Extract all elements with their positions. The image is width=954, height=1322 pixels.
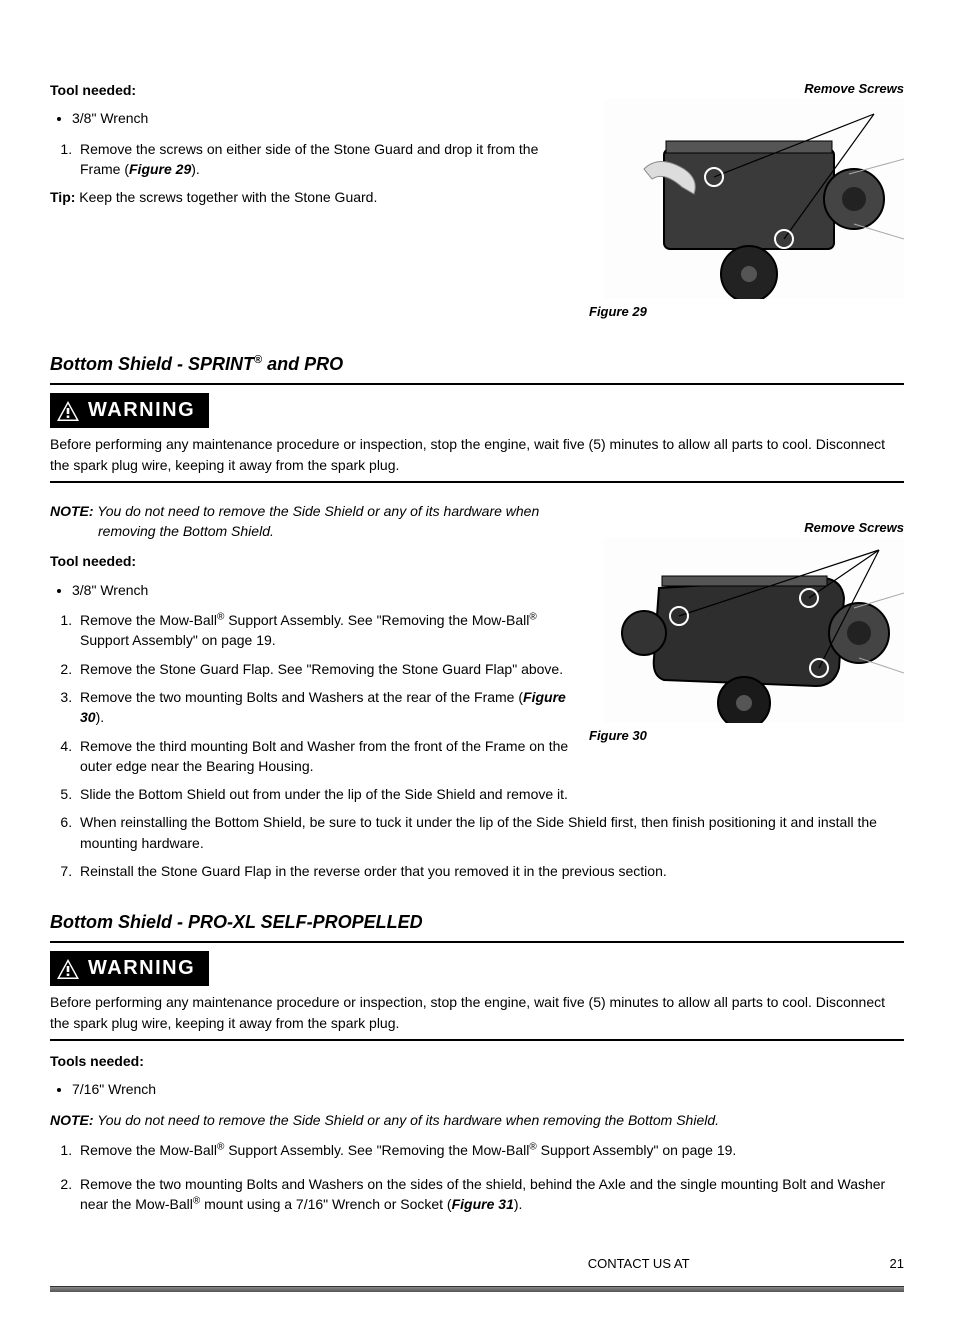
section-heading-sprint-pro: Bottom Shield - SPRINT® and PRO xyxy=(50,351,904,377)
divider-rule xyxy=(50,383,904,385)
note-body-line1: You do not need to remove the Side Shiel… xyxy=(94,503,540,519)
step-item: Remove the third mounting Bolt and Washe… xyxy=(76,736,569,777)
divider-rule xyxy=(50,1039,904,1041)
remove-screws-label-2: Remove Screws xyxy=(589,519,904,538)
steps-list-2: Remove the Mow-Ball® Support Assembly. S… xyxy=(76,610,569,776)
tip-text: Keep the screws together with the Stone … xyxy=(75,189,377,205)
steps-list-1: Remove the screws on either side of the … xyxy=(76,139,569,180)
footer-rule xyxy=(50,1286,904,1292)
figure-30-image xyxy=(604,538,904,723)
page-footer: CONTACT US AT 21 xyxy=(50,1255,904,1274)
tip-label: Tip: xyxy=(50,189,75,205)
note-block-2: NOTE: You do not need to remove the Side… xyxy=(50,1110,904,1130)
section-heading-proxl: Bottom Shield - PRO-XL SELF-PROPELLED xyxy=(50,909,904,935)
figure-ref: Figure 30 xyxy=(80,689,566,725)
step-item: Reinstall the Stone Guard Flap in the re… xyxy=(76,861,904,881)
tool-needed-heading-1: Tool needed: xyxy=(50,80,569,100)
heading-prefix: Bottom Shield - SPRINT xyxy=(50,354,254,374)
divider-rule xyxy=(50,481,904,483)
page-number: 21 xyxy=(890,1255,904,1274)
warning-badge-2: WARNING xyxy=(50,951,209,986)
figure-29-caption: Figure 29 xyxy=(589,304,647,319)
note-body: You do not need to remove the Side Shiel… xyxy=(94,1112,719,1128)
figure-ref: Figure 31 xyxy=(452,1196,514,1212)
step-item: Remove the screws on either side of the … xyxy=(76,139,569,180)
warning-label-text: WARNING xyxy=(88,954,195,983)
tool-list-3: 7/16" Wrench xyxy=(72,1079,904,1099)
step-item: Slide the Bottom Shield out from under t… xyxy=(76,784,904,804)
note-label: NOTE: xyxy=(50,503,94,519)
steps-list-2-cont: Slide the Bottom Shield out from under t… xyxy=(76,784,904,881)
warning-triangle-icon xyxy=(56,400,80,422)
tool-needed-heading-2: Tool needed: xyxy=(50,551,569,571)
note-label: NOTE: xyxy=(50,1112,94,1128)
warning-text-2: Before performing any maintenance proced… xyxy=(50,992,904,1033)
note-body-line2: removing the Bottom Shield. xyxy=(98,521,569,541)
step-item: Remove the Stone Guard Flap. See "Removi… xyxy=(76,659,569,679)
divider-rule xyxy=(50,941,904,943)
tool-list-1: 3/8" Wrench xyxy=(72,108,569,128)
remove-screws-label-1: Remove Screws xyxy=(589,80,904,99)
step-item: When reinstalling the Bottom Shield, be … xyxy=(76,812,904,853)
tool-item: 3/8" Wrench xyxy=(72,108,569,128)
tools-needed-heading-3: Tools needed: xyxy=(50,1051,904,1071)
tip-line: Tip: Keep the screws together with the S… xyxy=(50,187,569,207)
tool-list-2: 3/8" Wrench xyxy=(72,580,569,600)
warning-text-1: Before performing any maintenance proced… xyxy=(50,434,904,475)
note-block-1: NOTE: You do not need to remove the Side… xyxy=(50,501,569,542)
tool-item: 3/8" Wrench xyxy=(72,580,569,600)
steps-list-3: Remove the Mow-Ball® Support Assembly. S… xyxy=(76,1140,904,1215)
step-item: Remove the Mow-Ball® Support Assembly. S… xyxy=(76,610,569,651)
figure-29-image xyxy=(604,99,904,299)
warning-label-text: WARNING xyxy=(88,396,195,425)
figure-ref: Figure 29 xyxy=(129,161,191,177)
step-item: Remove the Mow-Ball® Support Assembly. S… xyxy=(76,1140,904,1160)
footer-contact: CONTACT US AT xyxy=(588,1255,690,1274)
warning-badge-1: WARNING xyxy=(50,393,209,428)
heading-suffix: and PRO xyxy=(262,354,343,374)
step-item: Remove the two mounting Bolts and Washer… xyxy=(76,687,569,728)
step-item: Remove the two mounting Bolts and Washer… xyxy=(76,1174,904,1215)
tool-item: 7/16" Wrench xyxy=(72,1079,904,1099)
warning-triangle-icon xyxy=(56,958,80,980)
figure-30-caption: Figure 30 xyxy=(589,728,647,743)
registered-mark: ® xyxy=(254,354,262,366)
